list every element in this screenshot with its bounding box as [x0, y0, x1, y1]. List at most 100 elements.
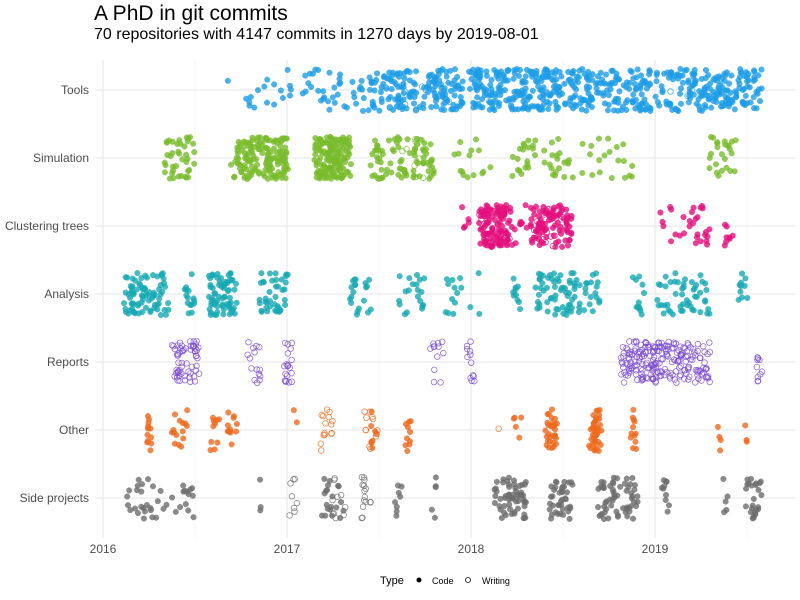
- code-commit-point: [454, 73, 461, 80]
- writing-commit-point: [342, 504, 349, 511]
- writing-commit-point: [754, 356, 761, 363]
- code-commit-point: [341, 103, 348, 110]
- code-commit-point: [282, 301, 289, 309]
- code-commit-point: [737, 288, 744, 295]
- code-commit-point: [346, 141, 353, 148]
- code-commit-point: [261, 83, 268, 90]
- code-commit-point: [164, 151, 171, 159]
- code-commit-point: [227, 161, 235, 168]
- code-commit-point: [629, 445, 637, 452]
- code-commit-point: [557, 272, 564, 279]
- code-commit-point: [478, 96, 486, 103]
- code-commit-point: [571, 285, 578, 292]
- code-commit-point: [742, 422, 749, 429]
- code-commit-point: [741, 282, 748, 289]
- code-commit-point: [530, 234, 537, 241]
- code-commit-point: [388, 86, 395, 93]
- code-commit-point: [665, 502, 673, 509]
- code-commit-point: [157, 311, 164, 319]
- code-commit-point: [561, 173, 568, 181]
- writing-commit-point: [287, 480, 294, 487]
- code-commit-point: [750, 495, 757, 502]
- code-commit-point: [544, 308, 551, 315]
- writing-commit-point: [401, 101, 409, 108]
- code-commit-point: [544, 98, 551, 105]
- code-commit-point: [172, 508, 179, 515]
- code-commit-point: [261, 173, 268, 180]
- writing-commit-point: [620, 364, 627, 371]
- code-commit-point: [125, 310, 132, 317]
- series-side-projects: [124, 474, 765, 523]
- writing-commit-point: [652, 378, 659, 385]
- code-commit-point: [230, 305, 237, 312]
- code-commit-point: [420, 160, 427, 167]
- code-commit-point: [368, 408, 375, 415]
- code-commit-point: [624, 97, 631, 104]
- code-commit-point: [560, 284, 567, 291]
- writing-commit-point: [190, 373, 198, 380]
- writing-commit-point: [717, 75, 725, 82]
- writing-commit-point: [481, 220, 488, 227]
- code-commit-point: [263, 99, 271, 106]
- code-commit-point: [448, 80, 455, 87]
- code-commit-point: [552, 311, 559, 318]
- code-commit-point: [638, 311, 645, 318]
- code-commit-point: [210, 298, 217, 305]
- code-commit-point: [161, 306, 168, 313]
- code-commit-point: [385, 96, 392, 103]
- code-commit-point: [728, 72, 735, 79]
- code-commit-point: [566, 237, 573, 244]
- code-commit-point: [520, 140, 527, 147]
- code-commit-point: [747, 99, 754, 106]
- code-commit-point: [514, 297, 521, 304]
- code-commit-point: [566, 515, 573, 522]
- code-commit-point: [583, 280, 591, 287]
- code-commit-point: [264, 146, 272, 153]
- code-commit-point: [141, 508, 148, 515]
- code-commit-point: [506, 217, 513, 224]
- code-commit-point: [426, 72, 433, 79]
- code-commit-point: [396, 273, 403, 280]
- code-commit-point: [327, 164, 334, 171]
- writing-commit-point: [551, 232, 558, 239]
- legend-title: Type: [380, 575, 404, 587]
- code-commit-point: [548, 165, 555, 172]
- writing-commit-point: [255, 370, 263, 377]
- code-commit-point: [514, 491, 521, 498]
- code-commit-point: [657, 209, 664, 216]
- code-commit-point: [611, 493, 618, 500]
- code-commit-point: [353, 311, 360, 318]
- code-commit-point: [518, 414, 525, 421]
- code-commit-point: [718, 151, 725, 158]
- code-commit-point: [235, 138, 242, 145]
- code-commit-point: [413, 271, 421, 279]
- code-commit-point: [688, 279, 695, 286]
- writing-commit-point: [670, 339, 677, 346]
- code-commit-point: [451, 66, 459, 73]
- code-commit-point: [449, 106, 456, 113]
- code-commit-point: [479, 170, 486, 177]
- code-commit-point: [505, 231, 512, 238]
- code-commit-point: [400, 80, 407, 87]
- code-commit-point: [266, 270, 273, 277]
- code-commit-point: [570, 270, 577, 277]
- writing-commit-point: [187, 378, 194, 385]
- code-commit-point: [560, 310, 567, 317]
- code-commit-point: [266, 288, 273, 295]
- chart-title: A PhD in git commits: [94, 2, 288, 25]
- writing-commit-point: [244, 351, 251, 358]
- code-commit-point: [511, 226, 518, 233]
- code-commit-point: [516, 145, 523, 152]
- code-commit-point: [449, 276, 456, 284]
- writing-commit-point: [191, 378, 199, 385]
- code-commit-point: [134, 270, 141, 277]
- code-commit-point: [360, 95, 367, 102]
- code-commit-point: [225, 409, 232, 416]
- writing-commit-point: [361, 493, 368, 501]
- code-commit-point: [257, 279, 264, 286]
- code-commit-point: [632, 105, 639, 112]
- code-commit-point: [231, 310, 238, 317]
- writing-commit-point: [649, 374, 656, 381]
- writing-commit-point: [672, 368, 680, 375]
- writing-commit-point: [490, 207, 498, 215]
